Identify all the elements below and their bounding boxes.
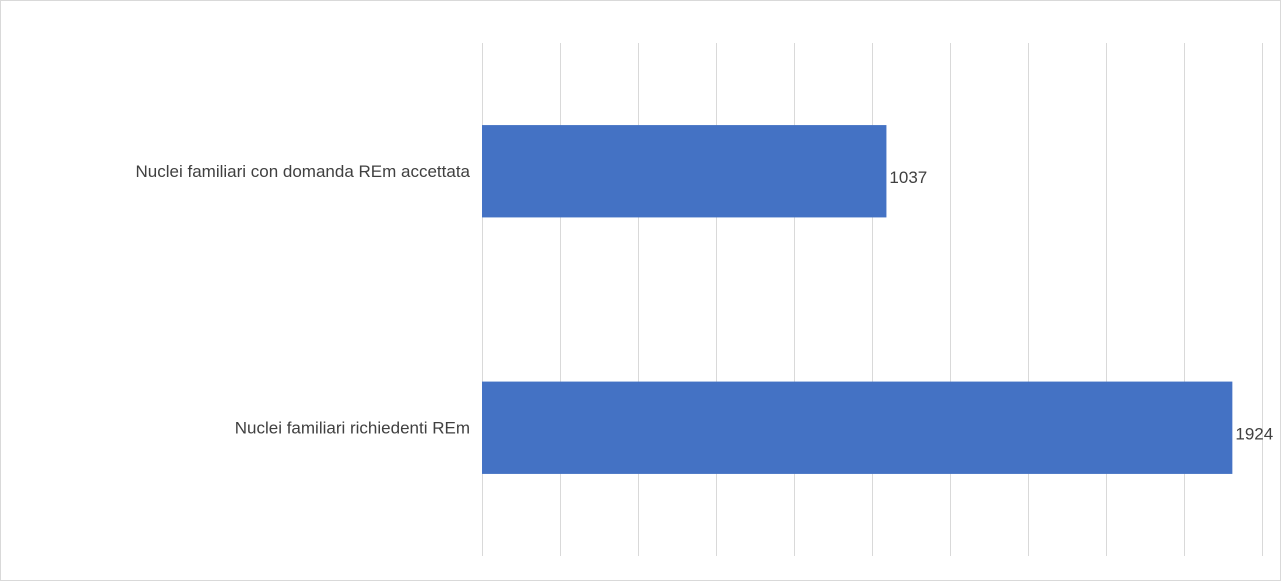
gridlines — [482, 43, 1263, 556]
data-label-1: 1037 — [889, 168, 927, 187]
labels: Nuclei familiari con domanda REm accetta… — [136, 162, 1274, 444]
bars — [482, 125, 1233, 474]
bar-2 — [482, 381, 1233, 474]
bar-1 — [482, 125, 887, 218]
category-label-1: Nuclei familiari con domanda REm accetta… — [136, 162, 471, 181]
category-label-2: Nuclei familiari richiedenti REm — [235, 418, 470, 437]
data-label-2: 1924 — [1235, 424, 1273, 443]
